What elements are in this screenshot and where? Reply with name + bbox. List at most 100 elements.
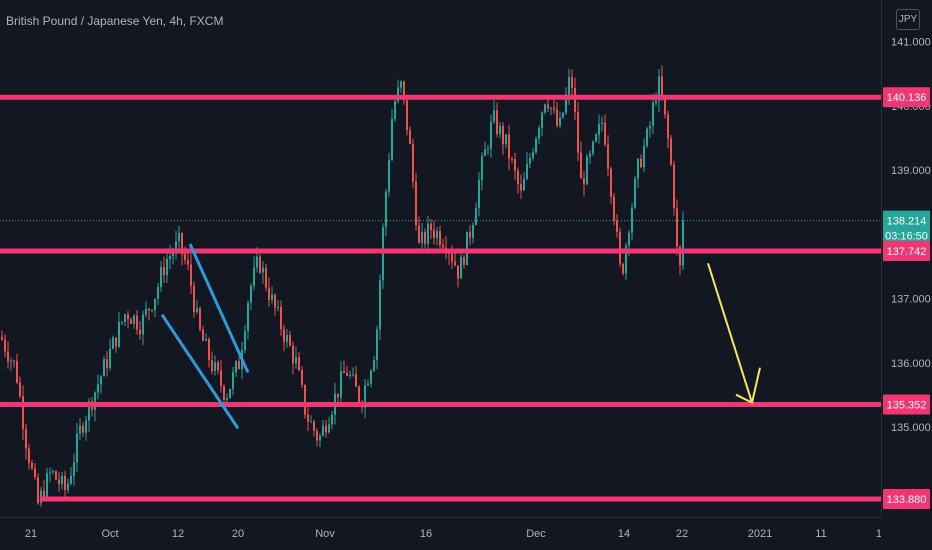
candle-body — [580, 152, 582, 179]
x-tick-label: Dec — [526, 528, 546, 540]
x-tick-label: Nov — [315, 528, 335, 540]
candle-body — [175, 241, 177, 254]
candle-body — [667, 114, 669, 139]
y-tick-label: 136.000 — [891, 358, 931, 370]
candle-body — [598, 123, 600, 135]
candle-body — [391, 118, 393, 160]
candle-body — [568, 77, 570, 95]
candle-body — [127, 314, 129, 320]
candle-body — [10, 360, 12, 362]
candle-body — [577, 111, 579, 153]
price-label-level-box — [883, 489, 930, 510]
trendline-lower[interactable] — [160, 313, 240, 430]
candle-body — [529, 158, 531, 164]
candle-body — [346, 372, 348, 376]
candle-body — [622, 263, 624, 274]
candle-body — [160, 267, 162, 288]
x-tick-label: 22 — [676, 528, 688, 540]
candle-body — [106, 359, 108, 369]
candle-body — [7, 351, 9, 362]
candle-body — [520, 184, 522, 191]
candle-body — [514, 159, 516, 171]
candle-body — [229, 388, 231, 399]
candle-body — [43, 490, 45, 499]
candle-body — [190, 264, 192, 286]
candle-body — [664, 99, 666, 115]
candle-body — [61, 475, 63, 485]
x-tick-label: 16 — [420, 528, 432, 540]
candle-body — [103, 359, 105, 377]
price-label-level: 135.352 — [887, 399, 927, 411]
candle-body — [559, 117, 561, 126]
price-label-countdown: 03:16:50 — [885, 231, 928, 243]
candle-body — [349, 374, 351, 376]
candle-body — [487, 148, 489, 150]
candle-body — [31, 462, 33, 469]
candle-body — [121, 321, 123, 323]
candle-body — [316, 430, 318, 441]
candle-body — [517, 170, 519, 185]
candle-body — [145, 308, 147, 315]
candle-body — [586, 156, 588, 185]
candle-body — [475, 208, 477, 225]
candle-body — [649, 125, 651, 129]
currency-badge[interactable]: JPY — [896, 9, 920, 30]
x-tick-label: 12 — [172, 528, 184, 540]
candle-body — [115, 337, 117, 347]
candle-body — [583, 178, 585, 185]
candle-body — [307, 414, 309, 422]
candle-body — [130, 319, 132, 324]
candle-body — [292, 345, 294, 364]
candle-body — [655, 100, 657, 103]
candle-body — [637, 158, 639, 179]
candle-body — [37, 477, 39, 504]
candle-body — [211, 360, 213, 372]
candle-body — [313, 421, 315, 431]
candle-body — [643, 145, 645, 168]
candle-body — [511, 158, 513, 160]
candle-body — [79, 425, 81, 434]
candle-body — [631, 207, 633, 233]
candle-body — [289, 335, 291, 346]
projection-arrow-head[interactable] — [735, 367, 761, 405]
candle-body — [397, 87, 399, 102]
candle-body — [373, 360, 375, 371]
y-tick-label: 141.000 — [891, 37, 931, 49]
candle-body — [67, 483, 69, 491]
price-label-level-box — [883, 87, 930, 108]
candle-body — [286, 335, 288, 342]
projection-arrow-shaft[interactable] — [707, 263, 753, 403]
candle-body — [268, 287, 270, 300]
candle-body — [613, 196, 615, 221]
x-tick-label: 11 — [815, 528, 826, 540]
candle-body — [403, 81, 405, 101]
candle-body — [124, 314, 126, 322]
candle-body — [367, 383, 369, 386]
candle-body — [661, 76, 663, 100]
trendline-upper[interactable] — [188, 243, 250, 374]
candle-body — [619, 231, 621, 264]
candle-body — [70, 475, 72, 484]
y-tick-label: 135.000 — [891, 422, 931, 434]
candle-body — [226, 398, 228, 401]
candle-body — [418, 225, 420, 243]
candle-body — [28, 448, 30, 463]
candle-body — [199, 308, 201, 330]
candle-body — [490, 121, 492, 149]
candle-body — [82, 425, 84, 433]
candle-body — [370, 370, 372, 384]
candle-body — [202, 329, 204, 341]
candle-body — [64, 475, 66, 491]
candle-body — [385, 191, 387, 228]
candle-body — [304, 384, 306, 415]
candle-body — [565, 94, 567, 113]
candle-body — [625, 245, 627, 274]
candle-body — [430, 223, 432, 230]
candle-body — [34, 468, 36, 478]
candle-body — [277, 306, 279, 308]
candle-body — [319, 435, 321, 441]
candle-body — [172, 253, 174, 257]
candle-body — [325, 425, 327, 433]
candle-body — [142, 314, 144, 335]
